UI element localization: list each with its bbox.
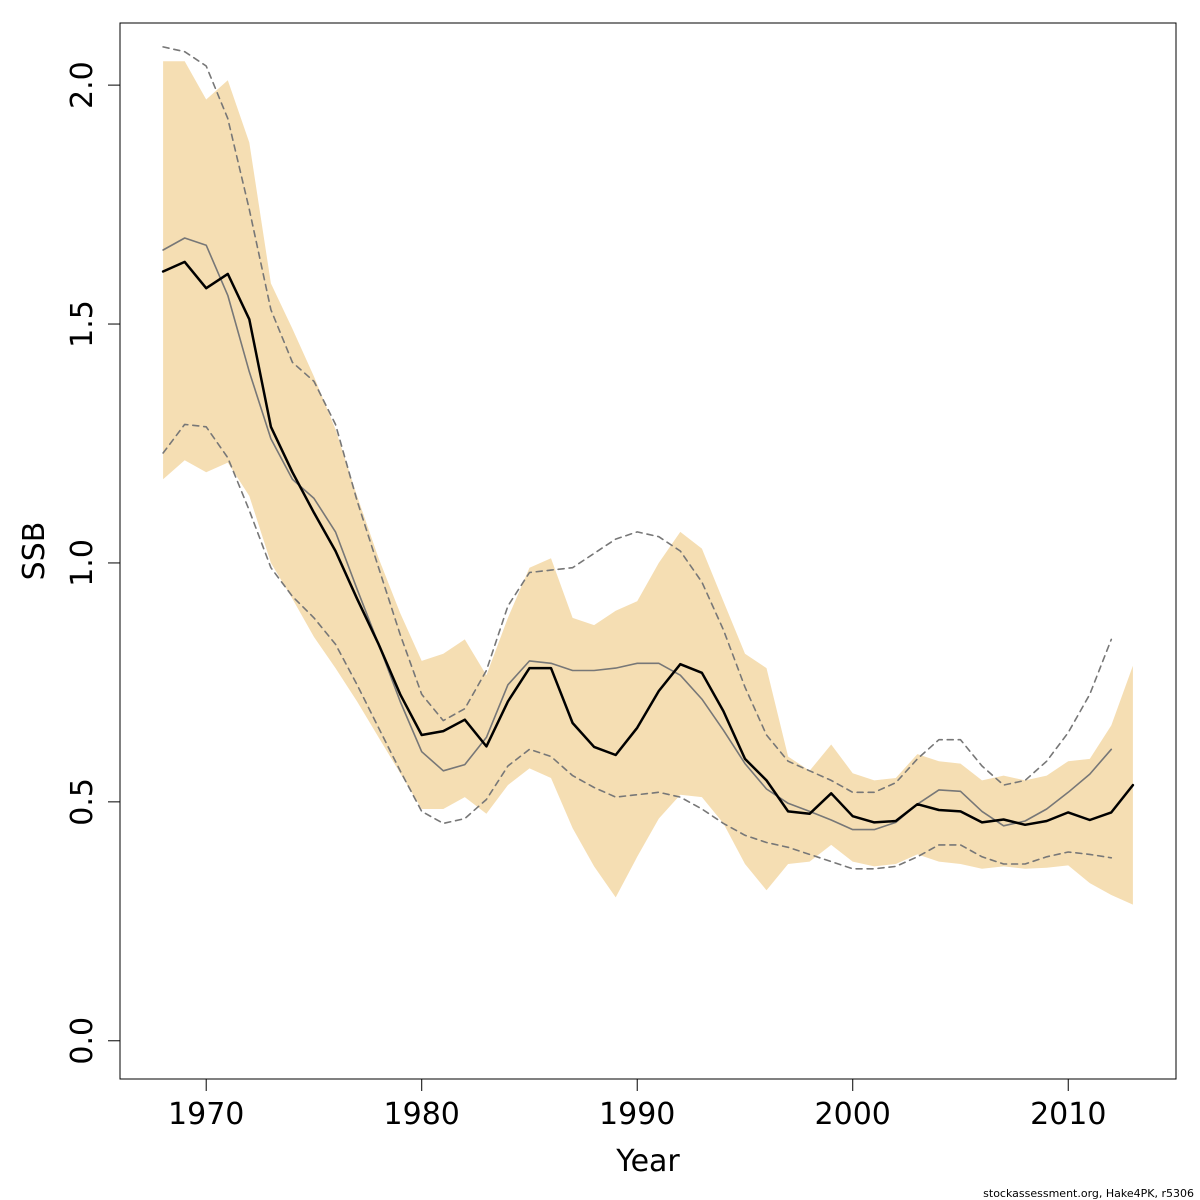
y-tick-label-0-5: 0.5 <box>65 778 100 826</box>
x-tick-label-1970: 1970 <box>168 1097 244 1132</box>
x-tick-label-2010: 2010 <box>1030 1097 1106 1132</box>
ssb-line <box>161 260 1135 827</box>
y-tick-label-2: 2.0 <box>65 61 100 109</box>
x-tick-label-1980: 1980 <box>384 1097 460 1132</box>
band-layer <box>163 61 1133 905</box>
alt-bound-line-1 <box>162 423 1113 870</box>
line-layer <box>161 46 1135 870</box>
credit-text: stockassessment.org, Hake4PK, r5306 <box>983 1187 1194 1200</box>
alt-estimate-line <box>162 237 1113 831</box>
x-axis-title: Year <box>615 1144 680 1179</box>
y-tick-label-0: 0.0 <box>65 1017 100 1065</box>
y-axis-title: SSB <box>17 522 52 581</box>
y-tick-label-1: 1.0 <box>65 539 100 587</box>
confidence-band <box>163 61 1133 905</box>
y-tick-label-1-5: 1.5 <box>65 300 100 348</box>
axis-layer: 1970 1980 1990 2000 2010 0.0 0.5 1.0 1.5 2.0 <box>65 61 1106 1132</box>
x-tick-label-2000: 2000 <box>815 1097 891 1132</box>
alt-bound-line-0 <box>162 46 1113 794</box>
x-tick-label-1990: 1990 <box>599 1097 675 1132</box>
